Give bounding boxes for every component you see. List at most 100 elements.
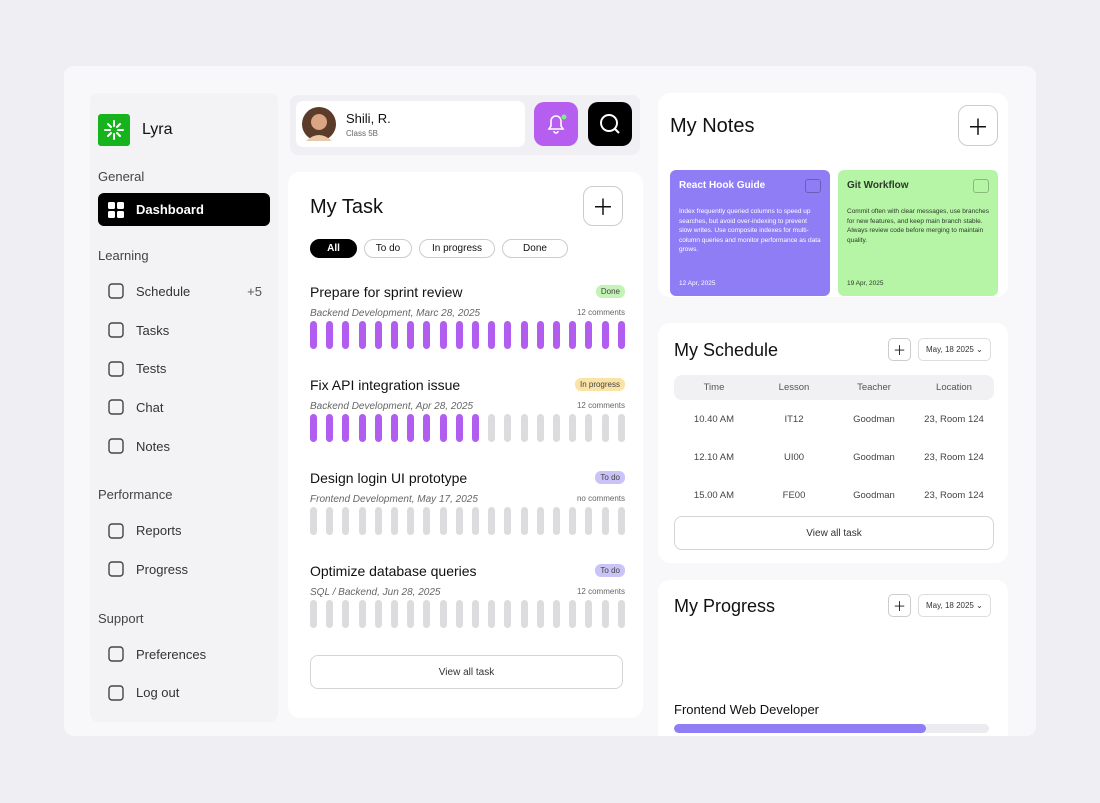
filter-pill[interactable]: All [310,239,357,258]
progress-segment [391,321,399,349]
progress-segment [391,414,399,442]
progress-segment [455,507,463,535]
progress-segment [358,507,366,535]
nav-label: Tasks [136,322,170,338]
progress-segment [342,321,350,349]
task-status: To do [595,471,625,484]
schedule-title: My Schedule [674,340,779,360]
progress-segment [374,507,382,535]
progress-segment [407,321,415,349]
progress-date[interactable]: May, 18 2025 ⌄ [918,594,991,617]
progress-segment [617,600,625,628]
progress-segment [310,600,317,628]
add-schedule-button[interactable]: ＋ [888,338,911,361]
nav-icon [108,438,124,454]
progress-segment [585,321,593,349]
note-menu[interactable] [973,179,989,193]
progress-track [674,724,989,733]
notes-card: My Notes ＋ React Hook Guide Index frequen… [658,93,1008,297]
table-row: 15.00 AM FE00 Goodman 23, Room 124 [674,476,994,514]
view-all-schedule-button[interactable]: View all task [674,516,994,550]
progress-segment [536,321,544,349]
filter-pill[interactable]: To do [364,239,412,258]
schedule-date[interactable]: May, 18 2025 ⌄ [918,338,991,361]
column-header: Lesson [778,382,810,393]
nav-label: Schedule [136,283,191,299]
nav-label: Tests [136,361,167,377]
note-menu[interactable] [805,179,821,193]
table-cell: 12.10 AM [693,451,735,463]
progress-segment [326,600,334,628]
progress-segment [423,321,431,349]
nav-item[interactable]: Schedule +5 [98,272,270,311]
table-cell: FE00 [782,489,806,501]
task-item[interactable]: Optimize database queries To do SQL / Bac… [310,563,625,643]
progress-segment [407,414,415,442]
nav-label: Progress [136,561,189,577]
nav-item[interactable]: Reports [98,511,270,550]
profile-name: Shili, R. [346,111,391,126]
nav-item[interactable]: Tests [98,349,270,388]
task-progress [310,321,625,349]
table-cell: 10.40 AM [693,413,735,425]
bell-icon [547,113,568,134]
avatar [302,107,336,141]
progress-segment [326,414,334,442]
sidebar: Lyra General Dashboard Learning Schedule +5 T… [90,93,278,722]
nav-icon [108,322,124,338]
add-note-button[interactable]: ＋ [958,105,998,146]
nav-label: Notes [136,438,170,454]
note[interactable]: React Hook Guide Index frequently queried… [670,170,830,296]
filter-pill[interactable]: In progress [419,239,495,258]
progress-title: My Progress [674,596,776,616]
table-cell: 15.00 AM [693,489,735,501]
nav-item[interactable]: Tasks [98,311,270,350]
nav-item[interactable]: Log out [98,674,270,713]
progress-segment [569,414,577,442]
view-all-tasks-button[interactable]: View all task [310,655,623,689]
nav-icon [108,561,124,578]
note-body: Index frequently queried columns to spee… [679,208,821,254]
progress-segment [601,414,609,442]
progress-segment [439,414,447,442]
progress-segment [520,321,528,349]
nav-item[interactable]: Preferences [98,635,270,674]
note-body: Commit often with clear messages, use br… [847,208,989,244]
progress-segment [536,414,544,442]
progress-segment [326,507,334,535]
profile-card[interactable]: Shili, R. Class 5B [296,101,525,147]
task-progress [310,600,625,628]
task-comments: 12 comments [576,587,625,596]
search-icon [600,114,620,134]
filter-pill[interactable]: Done [502,239,568,258]
notification-button[interactable] [534,102,578,146]
progress-segment [488,507,496,535]
progress-segment [569,600,577,628]
app-panel: Lyra General Dashboard Learning Schedule +5 T… [64,66,1036,736]
task-item[interactable]: Fix API integration issue In progress Back… [310,377,625,457]
nav-item[interactable]: Dashboard [98,193,270,226]
progress-segment [504,414,512,442]
task-progress [310,507,625,535]
progress-segment [617,414,625,442]
note[interactable]: Git Workflow Commit often with clear mess… [838,170,998,296]
progress-segment [374,600,382,628]
search-button[interactable] [588,102,632,146]
task-comments: 12 comments [576,308,625,317]
nav-item[interactable]: Notes [98,427,270,466]
task-item[interactable]: Design login UI prototype To do Frontend D… [310,470,625,550]
nav-item[interactable]: Chat [98,388,270,427]
column-header: Location [936,382,972,393]
progress-segment [342,507,350,535]
add-task-button[interactable]: ＋ [583,186,623,226]
progress-segment [374,414,382,442]
progress-segment [617,321,625,349]
profile-bar: Shili, R. Class 5B [290,95,640,155]
nav-label: Reports [136,523,182,539]
add-progress-button[interactable]: ＋ [888,594,911,617]
task-item[interactable]: Prepare for sprint review Done Backend Dev… [310,284,625,364]
nav-item[interactable]: Progress [98,550,270,589]
note-title: React Hook Guide [679,180,766,191]
table-cell: Goodman [853,413,895,425]
